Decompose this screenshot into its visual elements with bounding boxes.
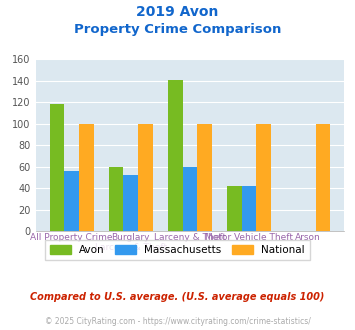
Bar: [197, 124, 212, 231]
Bar: [138, 124, 153, 231]
Bar: [168, 80, 182, 231]
Text: All Property Crime: All Property Crime: [31, 233, 113, 242]
Text: 2019 Avon: 2019 Avon: [136, 5, 219, 19]
Bar: [242, 186, 256, 231]
Text: Arson: Arson: [295, 233, 321, 242]
Bar: [64, 171, 79, 231]
Text: Larceny & Theft: Larceny & Theft: [154, 233, 226, 242]
Bar: [124, 175, 138, 231]
Bar: [256, 124, 271, 231]
Bar: [109, 167, 124, 231]
Bar: [50, 104, 64, 231]
Text: Larceny & Theft: Larceny & Theft: [95, 243, 167, 251]
Text: © 2025 CityRating.com - https://www.cityrating.com/crime-statistics/: © 2025 CityRating.com - https://www.city…: [45, 317, 310, 326]
Text: Compared to U.S. average. (U.S. average equals 100): Compared to U.S. average. (U.S. average …: [30, 292, 325, 302]
Text: Burglary: Burglary: [111, 233, 150, 242]
Bar: [182, 167, 197, 231]
Bar: [227, 186, 242, 231]
Bar: [79, 124, 94, 231]
Text: Motor Vehicle Theft: Motor Vehicle Theft: [205, 233, 293, 242]
Text: Property Crime Comparison: Property Crime Comparison: [74, 23, 281, 36]
Bar: [316, 124, 330, 231]
Legend: Avon, Massachusetts, National: Avon, Massachusetts, National: [45, 240, 310, 260]
